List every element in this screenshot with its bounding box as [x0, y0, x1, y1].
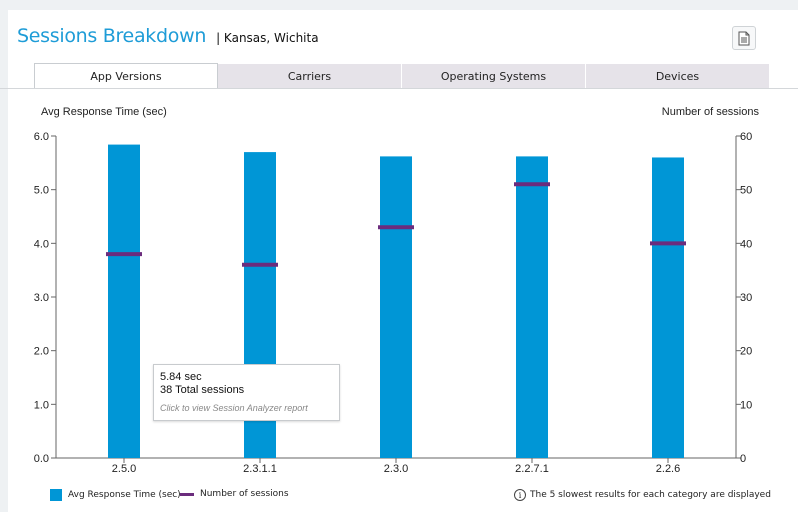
tooltip-report-link[interactable]: Click to view Session Analyzer report [160, 403, 308, 413]
x-tick-label: 2.2.7.1 [515, 463, 549, 475]
tab-carriers[interactable]: Carriers [218, 64, 402, 89]
right-tick-label: 50 [740, 185, 752, 197]
right-tick-label: 20 [740, 346, 752, 358]
left-tick-label: 4.0 [34, 238, 49, 250]
info-icon: i [514, 489, 526, 501]
right-tick-label: 10 [740, 399, 752, 411]
left-tick-label: 0.0 [34, 453, 49, 465]
tab-app-versions[interactable]: App Versions [34, 63, 218, 89]
tab-operating-systems[interactable]: Operating Systems [402, 64, 586, 89]
tooltip-response-time: 5.84 sec [160, 371, 202, 383]
document-icon-glyph [738, 31, 750, 45]
x-tick-label: 2.5.0 [112, 463, 136, 475]
response-time-bar[interactable] [380, 156, 412, 459]
location-subtitle: | Kansas, Wichita [216, 31, 319, 45]
x-tick-label: 2.3.0 [384, 463, 408, 475]
right-tick-label: 0 [740, 453, 746, 465]
x-tick-label: 2.3.1.1 [243, 463, 277, 475]
legend-bar-swatch [50, 489, 62, 501]
left-tick-label: 6.0 [34, 131, 49, 143]
right-tick-label: 30 [740, 292, 752, 304]
left-tick-label: 3.0 [34, 292, 49, 304]
left-tick-label: 5.0 [34, 185, 49, 197]
legend-line-label: Number of sessions [200, 489, 289, 499]
tab-divider [0, 88, 798, 89]
left-tick-label: 1.0 [34, 399, 49, 411]
bar-tooltip[interactable]: 5.84 sec 38 Total sessions Click to view… [153, 364, 340, 421]
tooltip-sessions: 38 Total sessions [160, 384, 245, 396]
header: Sessions Breakdown | Kansas, Wichita [17, 25, 319, 47]
legend-note-text: The 5 slowest results for each category … [530, 490, 771, 500]
legend-bar: Avg Response Time (sec) [50, 489, 181, 501]
x-tick-label: 2.2.6 [656, 463, 680, 475]
legend-line: Number of sessions [180, 489, 289, 499]
right-tick-label: 60 [740, 131, 752, 143]
legend-note: i The 5 slowest results for each categor… [514, 489, 771, 501]
page-title: Sessions Breakdown [17, 25, 207, 47]
right-axis-title: Number of sessions [661, 106, 759, 118]
response-time-bar[interactable] [108, 144, 140, 458]
legend-bar-label: Avg Response Time (sec) [68, 490, 181, 500]
response-time-bar[interactable] [652, 157, 684, 458]
document-icon[interactable] [732, 26, 756, 50]
left-tick-label: 2.0 [34, 346, 49, 358]
response-time-bar[interactable] [516, 156, 548, 459]
tab-devices[interactable]: Devices [586, 64, 770, 89]
tab-bar: App Versions Carriers Operating Systems … [34, 63, 770, 89]
left-axis-title: Avg Response Time (sec) [41, 106, 167, 118]
right-tick-label: 40 [740, 238, 752, 250]
legend-line-swatch [180, 492, 194, 496]
